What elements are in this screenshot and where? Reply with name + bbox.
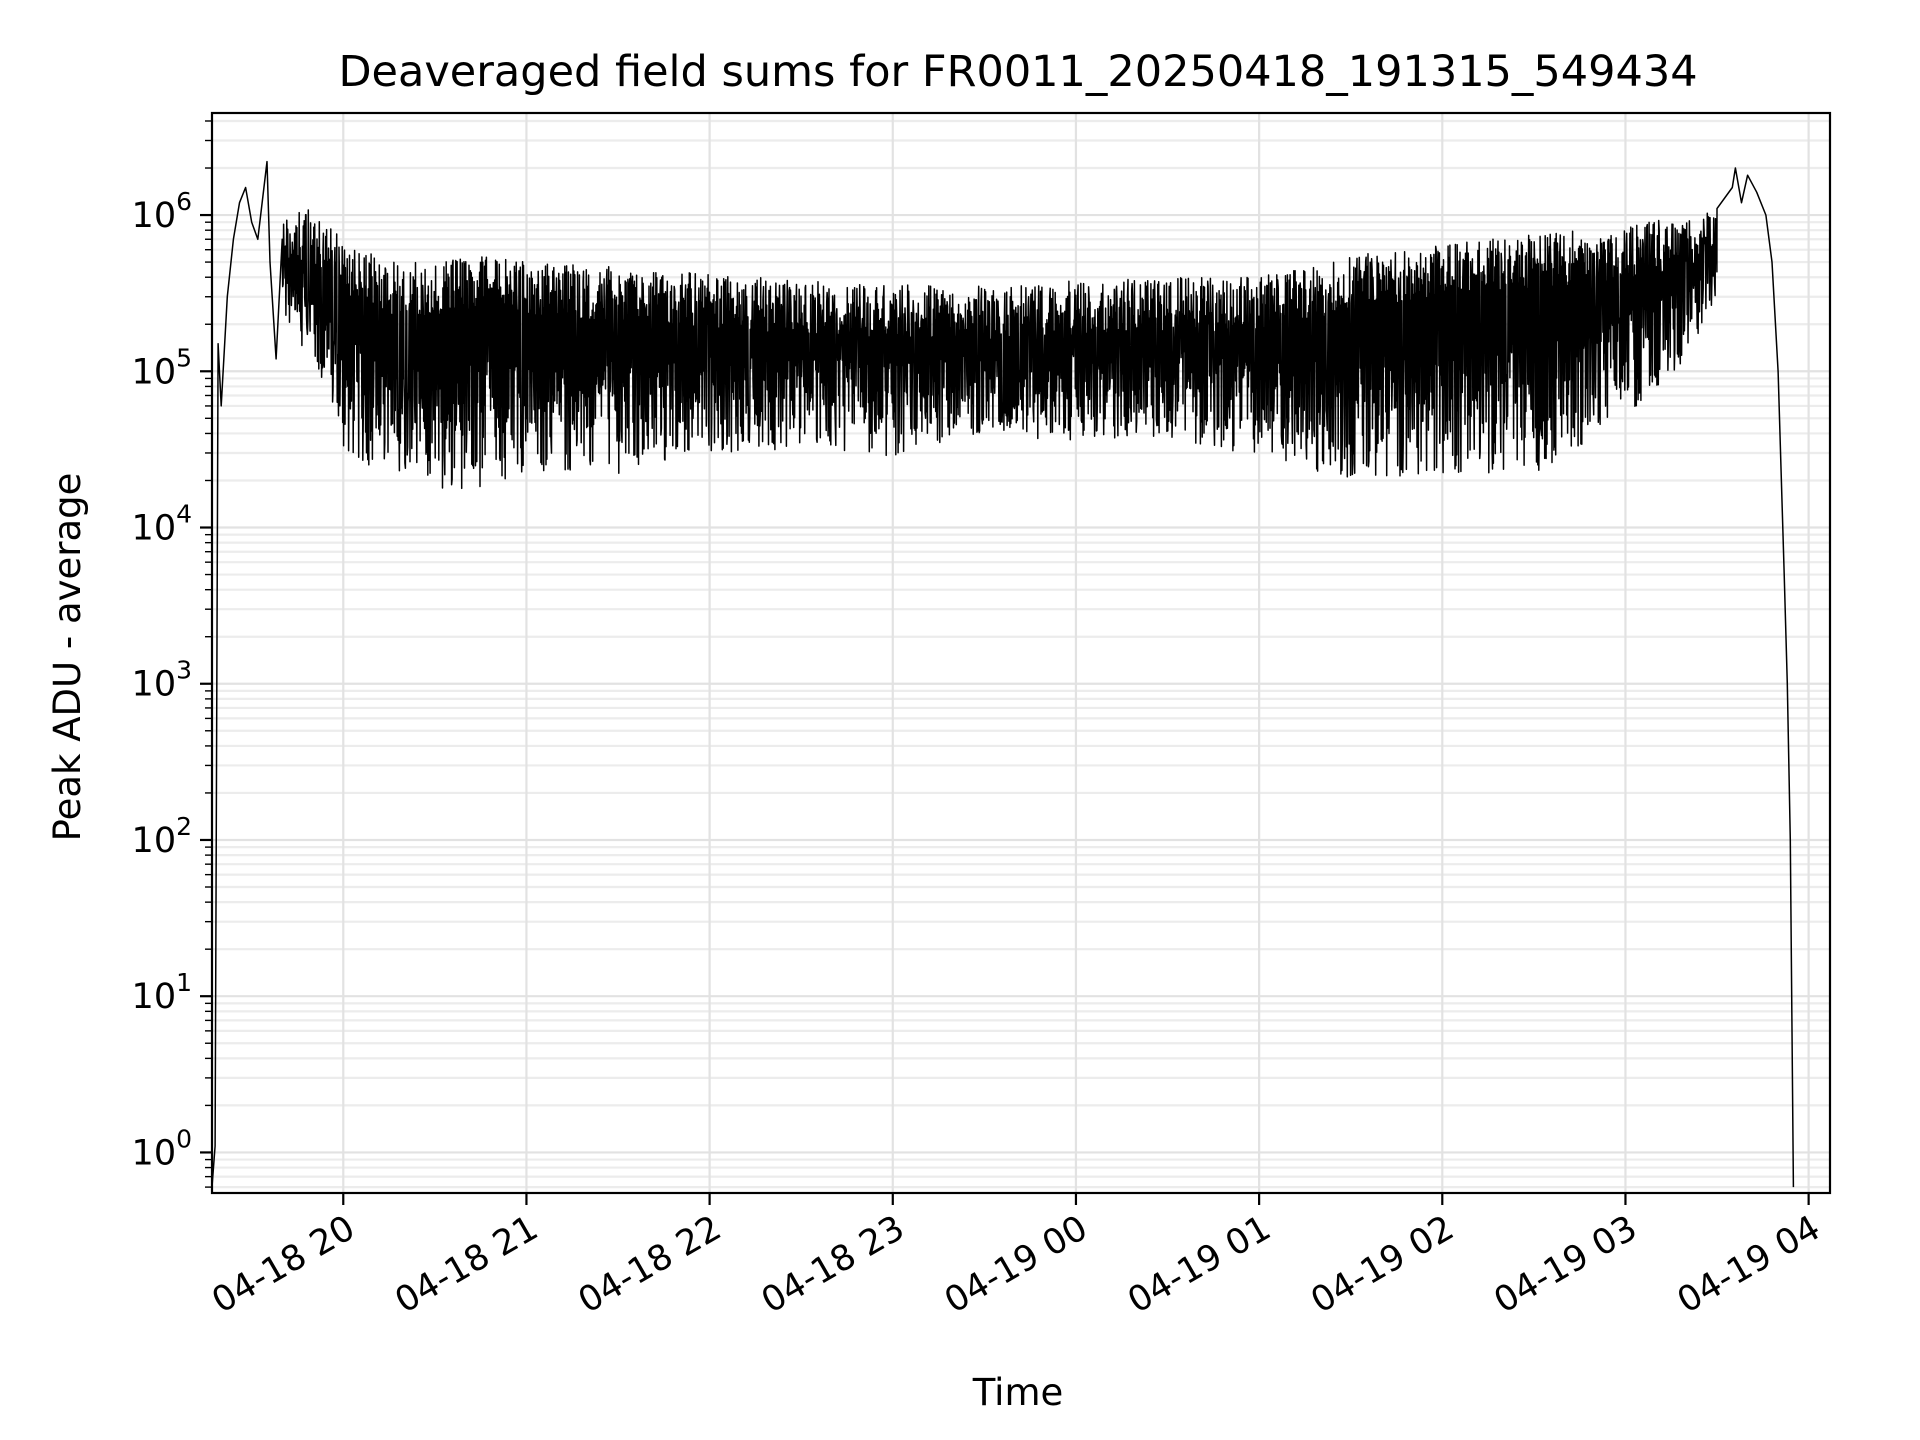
- series-line: [211, 160, 1795, 1188]
- x-tick-label: 04-18 22: [572, 1208, 728, 1321]
- y-tick-label: 102: [132, 812, 192, 861]
- series-layer: [211, 160, 1795, 1188]
- y-axis: 100 101 102 103 104 105 106: [132, 120, 212, 1188]
- x-tick-label: 04-19 04: [1671, 1208, 1827, 1321]
- y-tick-label: 106: [132, 187, 192, 236]
- chart-title: Deaveraged field sums for FR0011_2025041…: [338, 47, 1697, 97]
- y-tick-label: 100: [132, 1124, 192, 1173]
- x-tick-label: 04-19 00: [938, 1208, 1094, 1321]
- x-axis: 04-18 20 04-18 21 04-18 22 04-18 23 04-19 00…: [205, 1193, 1827, 1321]
- x-axis-label: Time: [972, 1371, 1064, 1414]
- x-tick-label: 04-18 21: [389, 1208, 545, 1321]
- x-tick-label: 04-19 03: [1488, 1208, 1644, 1321]
- y-tick-label: 104: [132, 500, 192, 549]
- y-tick-label: 103: [132, 656, 192, 705]
- plot-frame: [210, 111, 1832, 1195]
- x-tick-label: 04-18 23: [755, 1208, 911, 1321]
- y-axis-label: Peak ADU - average: [46, 473, 89, 842]
- x-tick-label: 04-19 01: [1121, 1208, 1277, 1321]
- x-tick-label: 04-19 02: [1304, 1208, 1460, 1321]
- y-tick-label: 105: [132, 343, 192, 392]
- y-tick-label: 101: [132, 968, 192, 1017]
- x-tick-label: 04-18 20: [205, 1208, 361, 1321]
